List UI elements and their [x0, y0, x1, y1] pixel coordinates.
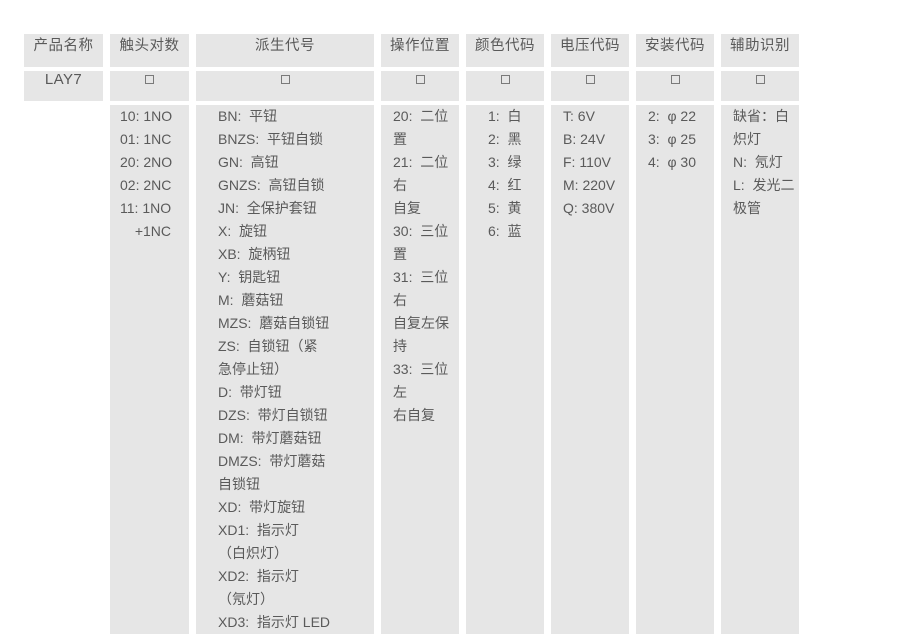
option-line: 31: 三位右 — [393, 269, 449, 308]
options-list-derivative-code: BN: 平钮 BNZS: 平钮自锁 GN: 高钮 GNZS: 高钮自锁 JN: 全保护套… — [196, 105, 374, 634]
option-line: 1: 白 — [488, 108, 522, 124]
option-line: 2: 黑 — [488, 131, 522, 147]
options-list-auxiliary-id: 缺省：白炽灯 N: 氖灯 L: 发光二 极管 — [721, 105, 799, 220]
option-line: XD2: 指示灯 — [218, 568, 299, 584]
option-line: L: 发光二 — [733, 177, 795, 193]
option-line: 3: φ 25 — [648, 131, 696, 147]
option-line: 02: 2NC — [120, 177, 172, 193]
option-line: 20: 二位置 — [393, 108, 449, 147]
option-line: DZS: 带灯自锁钮 — [218, 407, 328, 423]
options-list-operating-position: 20: 二位置 21: 二位右自复 30: 三位置 31: 三位右 自复左保持 33: 三… — [381, 105, 459, 427]
spec-table-container: 产品名称 触头对数 派生代号 操作位置 颜色代码 电压代码 安装代码 辅助识别 … — [24, 34, 799, 634]
options-row: 10: 1NO 01: 1NC 20: 2NO 02: 2NC 11: 1NO +1NC … — [24, 105, 799, 634]
option-line: XB: 旋柄钮 — [218, 246, 291, 262]
option-line: 自复 — [393, 200, 421, 216]
option-line: 缺省：白 — [733, 108, 789, 124]
options-cell-color-code: 1: 白 2: 黑 3: 绿 4: 红 5: 黄 6: 蓝 — [466, 105, 544, 634]
option-line: ZS: 自锁钮（紧 — [218, 338, 318, 354]
options-list-mounting-code: 2: φ 22 3: φ 25 4: φ 30 — [636, 105, 714, 174]
option-line: 2: φ 22 — [648, 108, 696, 124]
option-line: （白炽灯） — [218, 545, 288, 561]
selection-cell-voltage-code[interactable] — [551, 71, 629, 101]
selection-cell-color-code[interactable] — [466, 71, 544, 101]
option-line: 33: 三位左 — [393, 361, 449, 400]
checkbox-square-icon — [585, 74, 595, 84]
checkbox-square-icon — [670, 74, 680, 84]
option-line: 11: 1NO — [120, 200, 172, 216]
checkbox-square-icon — [280, 74, 290, 84]
column-header-operating-position: 操作位置 — [381, 34, 459, 67]
option-line: XD1: 指示灯 — [218, 522, 299, 538]
option-line: BN: 平钮 — [218, 108, 278, 124]
option-line: D: 带灯钮 — [218, 384, 282, 400]
option-line: Q: 380V — [563, 200, 615, 216]
column-header-contact-pairs: 触头对数 — [110, 34, 189, 67]
option-line: Y: 钥匙钮 — [218, 269, 281, 285]
option-line: F: 110V — [563, 154, 611, 170]
option-line: 急停止钮） — [218, 361, 288, 377]
selection-cell-operating-position[interactable] — [381, 71, 459, 101]
option-line: 4: φ 30 — [648, 154, 696, 170]
options-cell-contact-pairs: 10: 1NO 01: 1NC 20: 2NO 02: 2NC 11: 1NO +1NC — [110, 105, 189, 634]
column-header-product-name: 产品名称 — [24, 34, 103, 67]
product-name-value: LAY7 — [24, 71, 103, 101]
options-list-contact-pairs: 10: 1NO 01: 1NC 20: 2NO 02: 2NC 11: 1NO +1NC — [110, 105, 189, 243]
option-line: 右自复 — [393, 407, 435, 423]
option-line: JN: 全保护套钮 — [218, 200, 317, 216]
options-cell-product-name — [24, 105, 103, 634]
options-list-voltage-code: T: 6V B: 24V F: 110V M: 220V Q: 380V — [551, 105, 629, 220]
option-line: 20: 2NO — [120, 154, 173, 170]
option-line: +1NC — [134, 223, 171, 239]
option-line: 10: 1NO — [120, 108, 173, 124]
option-line: 6: 蓝 — [488, 223, 522, 239]
option-line: BNZS: 平钮自锁 — [218, 131, 324, 147]
column-header-mounting-code: 安装代码 — [636, 34, 714, 67]
option-line: GN: 高钮 — [218, 154, 279, 170]
option-line: 5: 黄 — [488, 200, 522, 216]
option-line: 炽灯 — [733, 131, 761, 147]
option-line: N: 氖灯 — [733, 154, 783, 170]
column-header-color-code: 颜色代码 — [466, 34, 544, 67]
selection-cell-contact-pairs[interactable] — [110, 71, 189, 101]
column-header-voltage-code: 电压代码 — [551, 34, 629, 67]
table-header-row: 产品名称 触头对数 派生代号 操作位置 颜色代码 电压代码 安装代码 辅助识别 — [24, 34, 799, 67]
options-list-color-code: 1: 白 2: 黑 3: 绿 4: 红 5: 黄 6: 蓝 — [466, 105, 544, 243]
checkbox-square-icon — [755, 74, 765, 84]
checkbox-square-icon — [415, 74, 425, 84]
selection-row: LAY7 — [24, 71, 799, 101]
option-line: （氖灯） — [218, 591, 274, 607]
option-line: 30: 三位置 — [393, 223, 449, 262]
options-cell-derivative-code: BN: 平钮 BNZS: 平钮自锁 GN: 高钮 GNZS: 高钮自锁 JN: 全保护套… — [196, 105, 374, 634]
column-header-derivative-code: 派生代号 — [196, 34, 374, 67]
option-line: T: 6V — [563, 108, 595, 124]
option-line: GNZS: 高钮自锁 — [218, 177, 325, 193]
option-line: 自锁钮 — [218, 476, 260, 492]
checkbox-square-icon — [145, 74, 154, 84]
options-cell-operating-position: 20: 二位置 21: 二位右自复 30: 三位置 31: 三位右 自复左保持 33: 三… — [381, 105, 459, 634]
option-line: 21: 二位右 — [393, 154, 449, 193]
option-line: DM: 带灯蘑菇钮 — [218, 430, 322, 446]
option-line: 自复左保持 — [393, 315, 449, 354]
option-line: 极管 — [733, 200, 761, 216]
selection-cell-derivative-code[interactable] — [196, 71, 374, 101]
option-line: 4: 红 — [488, 177, 522, 193]
option-line: DMZS: 带灯蘑菇 — [218, 453, 326, 469]
option-line: 3: 绿 — [488, 154, 522, 170]
options-cell-auxiliary-id: 缺省：白炽灯 N: 氖灯 L: 发光二 极管 — [721, 105, 799, 634]
column-header-auxiliary-id: 辅助识别 — [721, 34, 799, 67]
option-line: M: 蘑菇钮 — [218, 292, 284, 308]
product-code-spec-table: 产品名称 触头对数 派生代号 操作位置 颜色代码 电压代码 安装代码 辅助识别 … — [17, 30, 806, 638]
option-line: XD3: 指示灯 LED — [218, 614, 331, 630]
selection-cell-auxiliary-id[interactable] — [721, 71, 799, 101]
option-line: MZS: 蘑菇自锁钮 — [218, 315, 330, 331]
selection-cell-mounting-code[interactable] — [636, 71, 714, 101]
option-line: B: 24V — [563, 131, 606, 147]
checkbox-square-icon — [500, 74, 510, 84]
option-line: 01: 1NC — [120, 131, 172, 147]
option-line: X: 旋钮 — [218, 223, 268, 239]
option-line: XD: 带灯旋钮 — [218, 499, 306, 515]
option-line: M: 220V — [563, 177, 616, 193]
options-cell-voltage-code: T: 6V B: 24V F: 110V M: 220V Q: 380V — [551, 105, 629, 634]
options-cell-mounting-code: 2: φ 22 3: φ 25 4: φ 30 — [636, 105, 714, 634]
